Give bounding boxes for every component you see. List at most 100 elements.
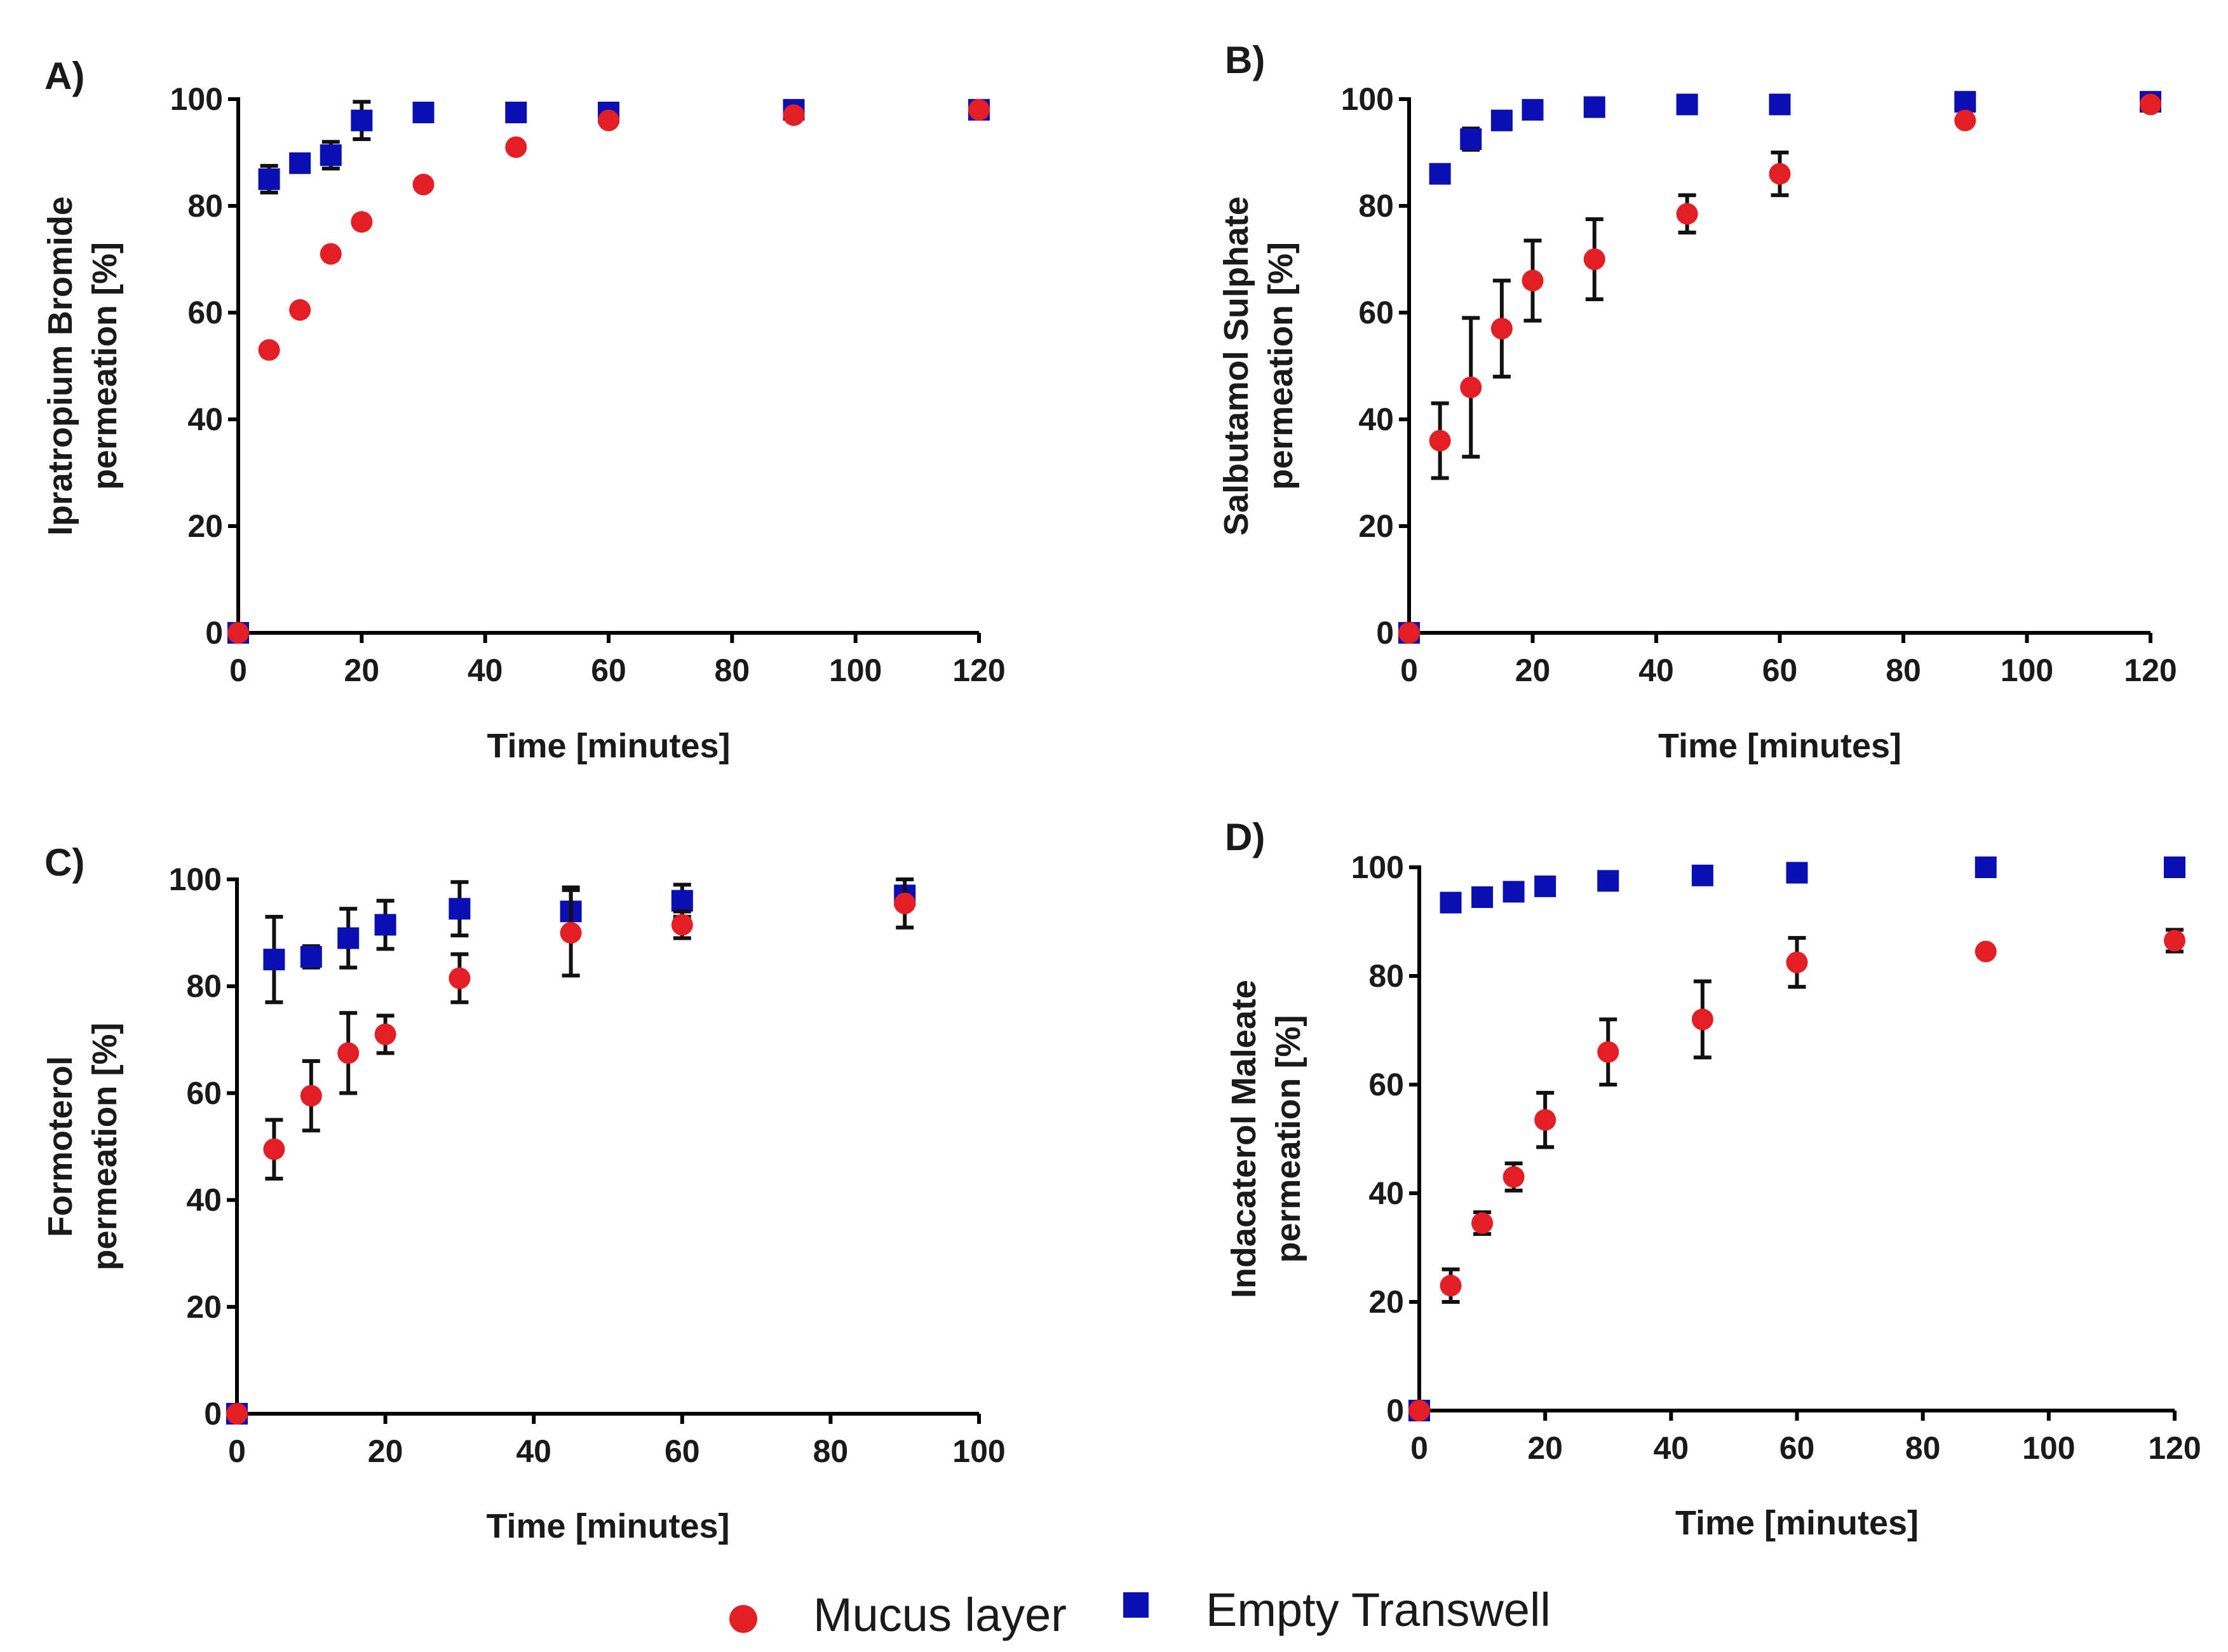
- y-tick-label: 40: [186, 1182, 222, 1218]
- data-point-circle: [894, 892, 916, 914]
- series-mucus-layer: [227, 98, 990, 644]
- y-tick-label: 100: [170, 81, 223, 117]
- data-point-square: [1429, 163, 1451, 185]
- x-tick-label: 0: [229, 653, 247, 688]
- y-tick-label: 0: [1386, 1393, 1404, 1428]
- y-tick-label: 100: [169, 862, 222, 897]
- data-point-circle: [351, 211, 373, 233]
- data-point-circle: [1408, 1400, 1430, 1421]
- x-tick-label: 100: [2001, 653, 2053, 688]
- data-point-square: [1975, 856, 1997, 878]
- panel-2: B) 0 20 40 60 80 100 0 20 40 60 80 100 120 Time [minut…: [1217, 39, 2177, 765]
- data-point-square: [1583, 96, 1605, 118]
- data-point-square: [1471, 886, 1494, 909]
- y-tick-label: 60: [186, 1075, 222, 1111]
- x-tick-label: 40: [1654, 1430, 1689, 1466]
- x-tick-label: 60: [665, 1433, 700, 1469]
- x-tick-label: 60: [1779, 1430, 1815, 1466]
- x-tick-label: 100: [952, 1433, 1005, 1469]
- data-point-circle: [1786, 951, 1808, 973]
- data-point-square: [1676, 93, 1698, 116]
- y-tick-label: 100: [1341, 81, 1394, 117]
- data-point-circle: [1676, 203, 1698, 225]
- x-tick-label: 120: [2148, 1430, 2201, 1466]
- data-point-circle: [1691, 1008, 1713, 1031]
- x-tick-label: 20: [344, 653, 380, 688]
- x-tick-label: 80: [1905, 1430, 1941, 1466]
- data-point-circle: [227, 622, 249, 644]
- x-tick-label: 80: [1886, 653, 1921, 688]
- data-point-square: [337, 927, 360, 949]
- data-point-circle: [1534, 1109, 1556, 1131]
- data-point-circle: [671, 914, 693, 936]
- data-point-circle: [263, 1138, 285, 1160]
- data-point-circle: [2164, 930, 2185, 952]
- x-tick-label: 0: [1410, 1430, 1428, 1466]
- data-point-square: [1522, 98, 1544, 121]
- x-tick-label: 40: [516, 1433, 551, 1469]
- data-point-circle: [2140, 93, 2161, 116]
- y-tick-label: 40: [1368, 1175, 1404, 1211]
- y-tick-label: 80: [1358, 188, 1394, 224]
- data-point-circle: [320, 243, 342, 265]
- y-tick-label: 60: [187, 295, 223, 330]
- x-tick-label: 20: [1515, 653, 1551, 688]
- y-tick-label: 0: [205, 615, 223, 651]
- data-point-square: [412, 102, 435, 123]
- data-point-circle: [1429, 430, 1451, 452]
- y-tick-label: 20: [186, 1289, 222, 1325]
- series-mucus-layer: [1408, 928, 2185, 1421]
- data-point-circle: [300, 1085, 322, 1107]
- series-empty-transwell: [227, 98, 990, 644]
- data-point-square: [505, 102, 527, 123]
- data-point-square: [374, 914, 396, 936]
- series-mucus-layer: [226, 877, 916, 1425]
- y-tick-label: 60: [1368, 1067, 1404, 1102]
- data-point-circle: [226, 1403, 248, 1425]
- x-tick-label: 0: [1400, 653, 1418, 688]
- y-tick-label: 40: [1358, 402, 1394, 437]
- y-axis-title-line-2: permeation [%]: [86, 242, 124, 490]
- data-point-circle: [505, 136, 527, 158]
- y-tick-label: 80: [187, 188, 223, 224]
- data-point-square: [1769, 93, 1791, 116]
- y-tick-label: 60: [1358, 295, 1394, 330]
- y-axis-title-line-2: permeation [%]: [1269, 1015, 1307, 1263]
- data-point-square: [1502, 881, 1525, 903]
- y-tick-label: 0: [1376, 615, 1394, 651]
- data-point-circle: [1954, 109, 1976, 132]
- data-point-square: [320, 144, 342, 166]
- x-tick-label: 100: [829, 653, 882, 688]
- data-point-circle: [1583, 248, 1605, 270]
- y-axis-title-line-1: Formoterol: [41, 1056, 79, 1237]
- data-point-square: [351, 109, 373, 132]
- y-axis-title-line-2: permeation [%]: [1262, 242, 1300, 490]
- y-axis-title-line-1: Ipratropium Bromide: [41, 196, 79, 536]
- data-point-square: [1597, 870, 1619, 892]
- panel-letter: A): [44, 55, 84, 97]
- data-point-circle: [1502, 1166, 1525, 1188]
- y-axis-title-line-2: permeation [%]: [86, 1022, 124, 1270]
- y-tick-label: 100: [1351, 850, 1404, 885]
- x-tick-label: 120: [2124, 653, 2177, 688]
- x-tick-label: 80: [715, 653, 750, 688]
- data-point-circle: [1471, 1212, 1494, 1235]
- data-point-square: [1954, 91, 1976, 113]
- data-point-circle: [374, 1023, 396, 1045]
- data-point-square: [1786, 862, 1808, 884]
- data-point-circle: [412, 173, 435, 196]
- data-point-circle: [289, 299, 311, 321]
- panel-letter: B): [1225, 39, 1265, 81]
- y-tick-label: 80: [186, 968, 222, 1004]
- data-point-circle: [598, 109, 619, 132]
- data-point-circle: [337, 1042, 360, 1064]
- data-point-square: [1534, 875, 1556, 897]
- series-mucus-layer: [1398, 93, 2161, 644]
- panel-letter: D): [1225, 816, 1265, 858]
- data-point-circle: [783, 104, 805, 126]
- legend-marker-transwell: [1123, 1592, 1149, 1618]
- x-axis-title: Time [minutes]: [487, 727, 730, 765]
- y-tick-label: 20: [187, 508, 223, 544]
- y-tick-label: 0: [204, 1396, 222, 1432]
